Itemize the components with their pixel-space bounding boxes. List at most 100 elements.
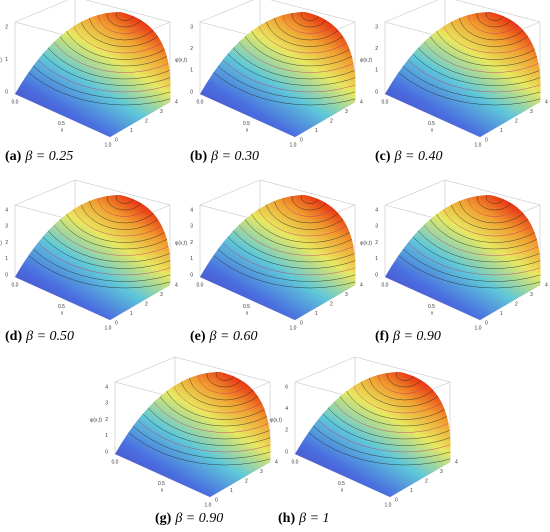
contour-line — [295, 372, 451, 466]
t-tick-label: 2 — [145, 118, 148, 124]
caption: (h) β = 1 — [278, 511, 330, 526]
t-tick-label: 1 — [230, 488, 233, 494]
x-axis-label: x — [341, 487, 344, 493]
panel: 0 1 2 3 φ(x,t) 0.0 0.5 1.0 x 0 1 2 3 4 — [360, 0, 548, 148]
x-tick-label: 0.0 — [197, 282, 204, 288]
caption-label: (h) — [278, 511, 295, 526]
x-tick-label: 0.0 — [12, 282, 19, 288]
z-tick-label: 2 — [5, 24, 8, 30]
t-tick-label: 1 — [130, 311, 133, 317]
z-tick-label: 1 — [105, 433, 108, 439]
contour-line — [200, 195, 356, 289]
t-tick-label: 0 — [300, 137, 303, 143]
z-axis-label: φ(x,t) — [270, 417, 282, 423]
surface — [15, 12, 171, 137]
surface — [385, 12, 541, 137]
x-tick-label: 0.5 — [428, 121, 435, 127]
z-axis-label: φ(x,t) — [90, 417, 102, 423]
t-tick-label: 1 — [500, 128, 503, 134]
z-tick-label: 4 — [105, 384, 108, 390]
z-tick-label: 1 — [190, 256, 193, 262]
t-tick-label: 2 — [245, 478, 248, 484]
t-tick-label: 4 — [545, 99, 548, 105]
t-tick-label: 4 — [455, 459, 458, 465]
z-tick-label: 4 — [375, 207, 378, 213]
x-tick-label: 1.0 — [105, 325, 112, 331]
z-axis-label: φ(x,t) — [175, 240, 187, 246]
t-tick-label: 2 — [515, 301, 518, 307]
x-axis-label: x — [431, 310, 434, 316]
t-tick-label: 2 — [330, 301, 333, 307]
x-tick-label: 0.0 — [292, 459, 299, 465]
t-tick-label: 4 — [275, 459, 278, 465]
z-tick-label: 1 — [375, 68, 378, 74]
caption-label: (e) — [190, 329, 206, 344]
contour-line — [385, 12, 541, 106]
z-tick-label: 2 — [375, 240, 378, 246]
surface — [200, 195, 356, 320]
z-tick-label: 3 — [375, 224, 378, 230]
z-tick-label: 0 — [190, 89, 193, 95]
t-tick-label: 3 — [345, 109, 348, 115]
t-tick-label: 2 — [515, 118, 518, 124]
t-tick-label: 3 — [345, 292, 348, 298]
caption-text: β = 0.60 — [209, 329, 258, 344]
z-tick-label: 1 — [190, 68, 193, 74]
z-tick-label: 2 — [190, 240, 193, 246]
z-tick-label: 2 — [285, 428, 288, 434]
caption-text: β = 0.50 — [25, 329, 74, 344]
x-tick-label: 1.0 — [105, 142, 112, 148]
z-tick-label: 1 — [5, 256, 8, 262]
x-tick-label: 0.5 — [58, 121, 65, 127]
x-tick-label: 0.0 — [112, 459, 119, 465]
z-tick-label: 1 — [375, 256, 378, 262]
caption-text: β = 0.90 — [392, 329, 441, 344]
x-tick-label: 0.5 — [428, 304, 435, 310]
x-axis-label: x — [431, 127, 434, 133]
z-tick-label: 6 — [285, 384, 288, 390]
z-tick-label: 3 — [5, 224, 8, 230]
contour-line — [385, 195, 541, 289]
t-tick-label: 4 — [545, 282, 548, 288]
z-tick-label: 2 — [5, 240, 8, 246]
contour-line — [15, 195, 171, 289]
x-tick-label: 0.5 — [338, 481, 345, 487]
x-tick-label: 0.0 — [197, 99, 204, 105]
t-tick-label: 1 — [315, 311, 318, 317]
surface — [295, 372, 451, 497]
t-tick-label: 0 — [115, 320, 118, 326]
t-tick-label: 2 — [145, 301, 148, 307]
contour-line — [200, 195, 356, 282]
caption: (b) β = 0.30 — [190, 149, 259, 164]
t-tick-label: 1 — [315, 128, 318, 134]
surface — [200, 12, 356, 137]
z-tick-label: 2 — [375, 46, 378, 52]
surface — [385, 195, 541, 320]
contour-line — [115, 372, 271, 466]
caption: (a) β = 0.25 — [5, 149, 73, 164]
t-tick-label: 0 — [395, 497, 398, 503]
x-tick-label: 0.0 — [382, 99, 389, 105]
x-axis-label: x — [161, 487, 164, 493]
x-tick-label: 1.0 — [475, 142, 482, 148]
t-tick-label: 1 — [410, 488, 413, 494]
caption-label: (a) — [5, 149, 22, 164]
z-tick-label: 0 — [375, 89, 378, 95]
x-tick-label: 0.5 — [58, 304, 65, 310]
surface — [15, 195, 171, 320]
t-tick-label: 4 — [360, 282, 363, 288]
z-tick-label: 4 — [285, 406, 288, 412]
x-tick-label: 1.0 — [475, 325, 482, 331]
contour-line — [200, 12, 356, 106]
x-tick-label: 1.0 — [385, 502, 392, 508]
z-tick-label: 0 — [190, 272, 193, 278]
t-tick-label: 2 — [425, 478, 428, 484]
caption-label: (d) — [5, 329, 22, 344]
z-tick-label: 3 — [190, 224, 193, 230]
x-tick-label: 0.5 — [243, 304, 250, 310]
z-tick-label: 0 — [105, 449, 108, 455]
t-tick-label: 3 — [530, 292, 533, 298]
caption-label: (b) — [190, 149, 207, 164]
caption-text: β = 0.30 — [210, 149, 259, 164]
